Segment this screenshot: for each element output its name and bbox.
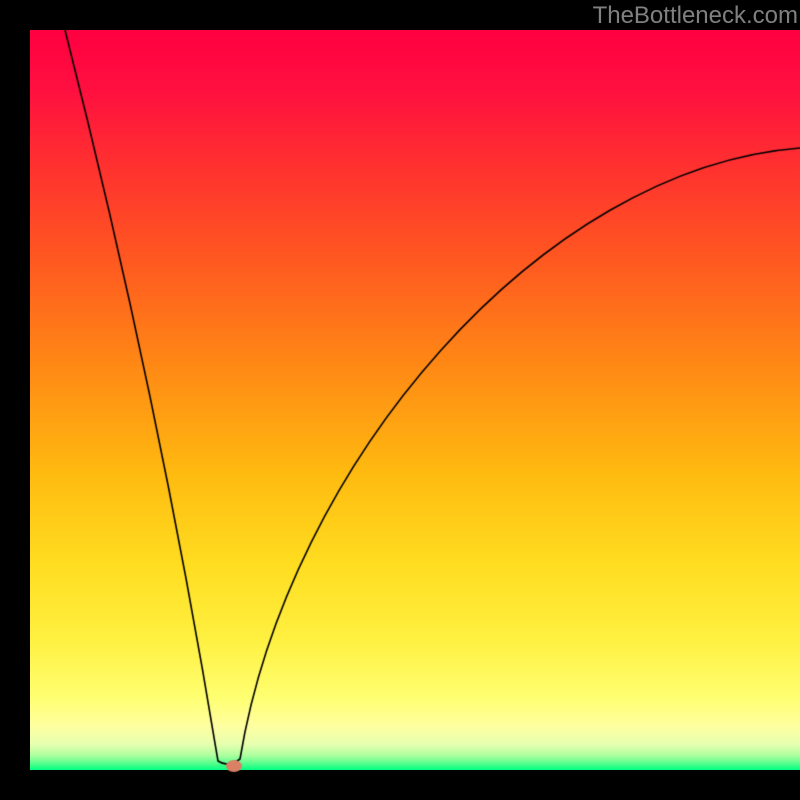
- bottleneck-curve: [0, 0, 800, 800]
- chart-container: TheBottleneck.com: [0, 0, 800, 800]
- watermark-text: TheBottleneck.com: [593, 2, 798, 30]
